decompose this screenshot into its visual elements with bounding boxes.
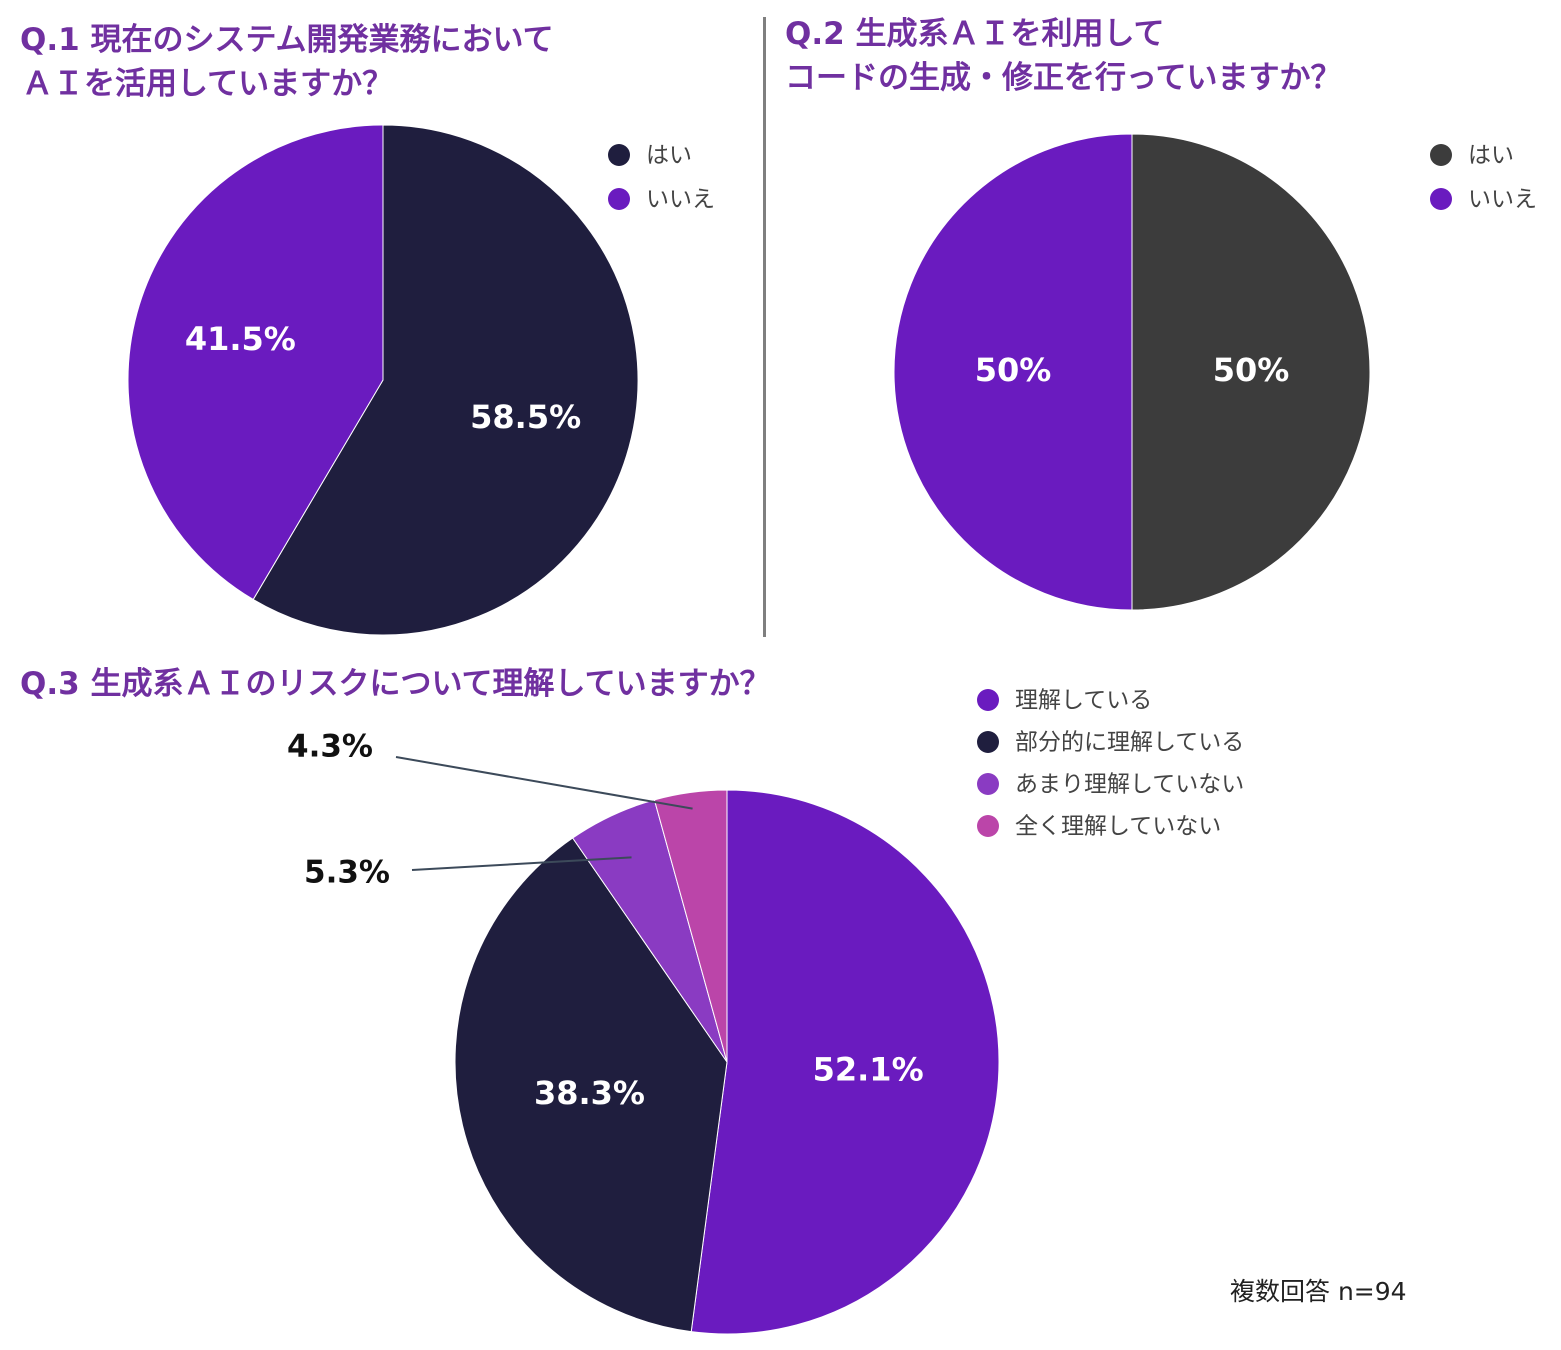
chart2-data-label-2: 50% xyxy=(975,351,1052,389)
vertical-divider xyxy=(763,17,766,637)
chart3-legend-label-4: 全く理解していない xyxy=(1015,814,1221,840)
chart3-legend-marker-4 xyxy=(977,815,999,837)
q2-title-line1: Q.2 生成系ＡＩを利用して xyxy=(785,16,1165,52)
q1-title-line1: Q.1 現在のシステム開発業務において xyxy=(20,22,554,58)
chart1-legend-marker-2 xyxy=(608,188,630,210)
chart3-data-label-1: 52.1% xyxy=(813,1050,924,1088)
chart1-legend-label-1: はい xyxy=(646,143,692,169)
chart2-data-label-1: 50% xyxy=(1213,351,1290,389)
chart2-legend-label-2: いいえ xyxy=(1468,187,1537,213)
chart1-slice-1 xyxy=(252,124,639,636)
chart3-slice-1 xyxy=(690,789,1000,1335)
q1-title-line2: ＡＩを活用していますか？ xyxy=(22,66,394,102)
chart3-legend-marker-2 xyxy=(977,731,999,753)
response-note: 複数回答 n=94 xyxy=(1230,1277,1407,1306)
chart3-slice-4 xyxy=(653,789,728,1063)
chart2-legend-marker-2 xyxy=(1430,188,1452,210)
chart3-data-label-2: 38.3% xyxy=(534,1074,645,1112)
chart2-legend-label-1: はい xyxy=(1468,143,1514,169)
chart2-legend-marker-1 xyxy=(1430,144,1452,166)
chart1-data-label-2: 41.5% xyxy=(185,320,296,358)
chart3-leader-line-4 xyxy=(395,756,693,810)
chart1-legend-label-2: いいえ xyxy=(646,187,715,213)
chart3-data-label-3: 5.3% xyxy=(304,855,390,891)
q2-title-line2: コードの生成・修正を行っていますか？ xyxy=(785,60,1342,96)
chart1-slice-2 xyxy=(127,124,384,601)
chart3-legend-label-3: あまり理解していない xyxy=(1015,772,1244,798)
q3-title: Q.3 生成系ＡＩのリスクについて理解していますか？ xyxy=(20,666,771,702)
chart3-legend-marker-1 xyxy=(977,689,999,711)
chart2-slice-1 xyxy=(1131,133,1371,611)
chart3-legend-marker-3 xyxy=(977,773,999,795)
chart3-data-label-4: 4.3% xyxy=(287,729,373,765)
chart3-legend-label-2: 部分的に理解している xyxy=(1015,730,1244,756)
chart3-leader-line-3 xyxy=(411,856,632,871)
chart1-data-label-1: 58.5% xyxy=(470,398,581,436)
chart3-legend-label-1: 理解している xyxy=(1015,688,1152,714)
chart3-slice-2 xyxy=(454,837,728,1333)
chart2-slice-2 xyxy=(893,133,1133,611)
chart1-legend-marker-1 xyxy=(608,144,630,166)
